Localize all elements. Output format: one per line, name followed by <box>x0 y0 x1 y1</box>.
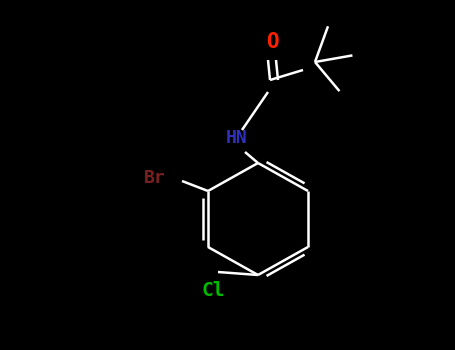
Text: HN: HN <box>226 129 248 147</box>
Text: Cl: Cl <box>201 280 225 300</box>
Text: O: O <box>266 32 278 52</box>
Text: Br: Br <box>144 169 166 187</box>
